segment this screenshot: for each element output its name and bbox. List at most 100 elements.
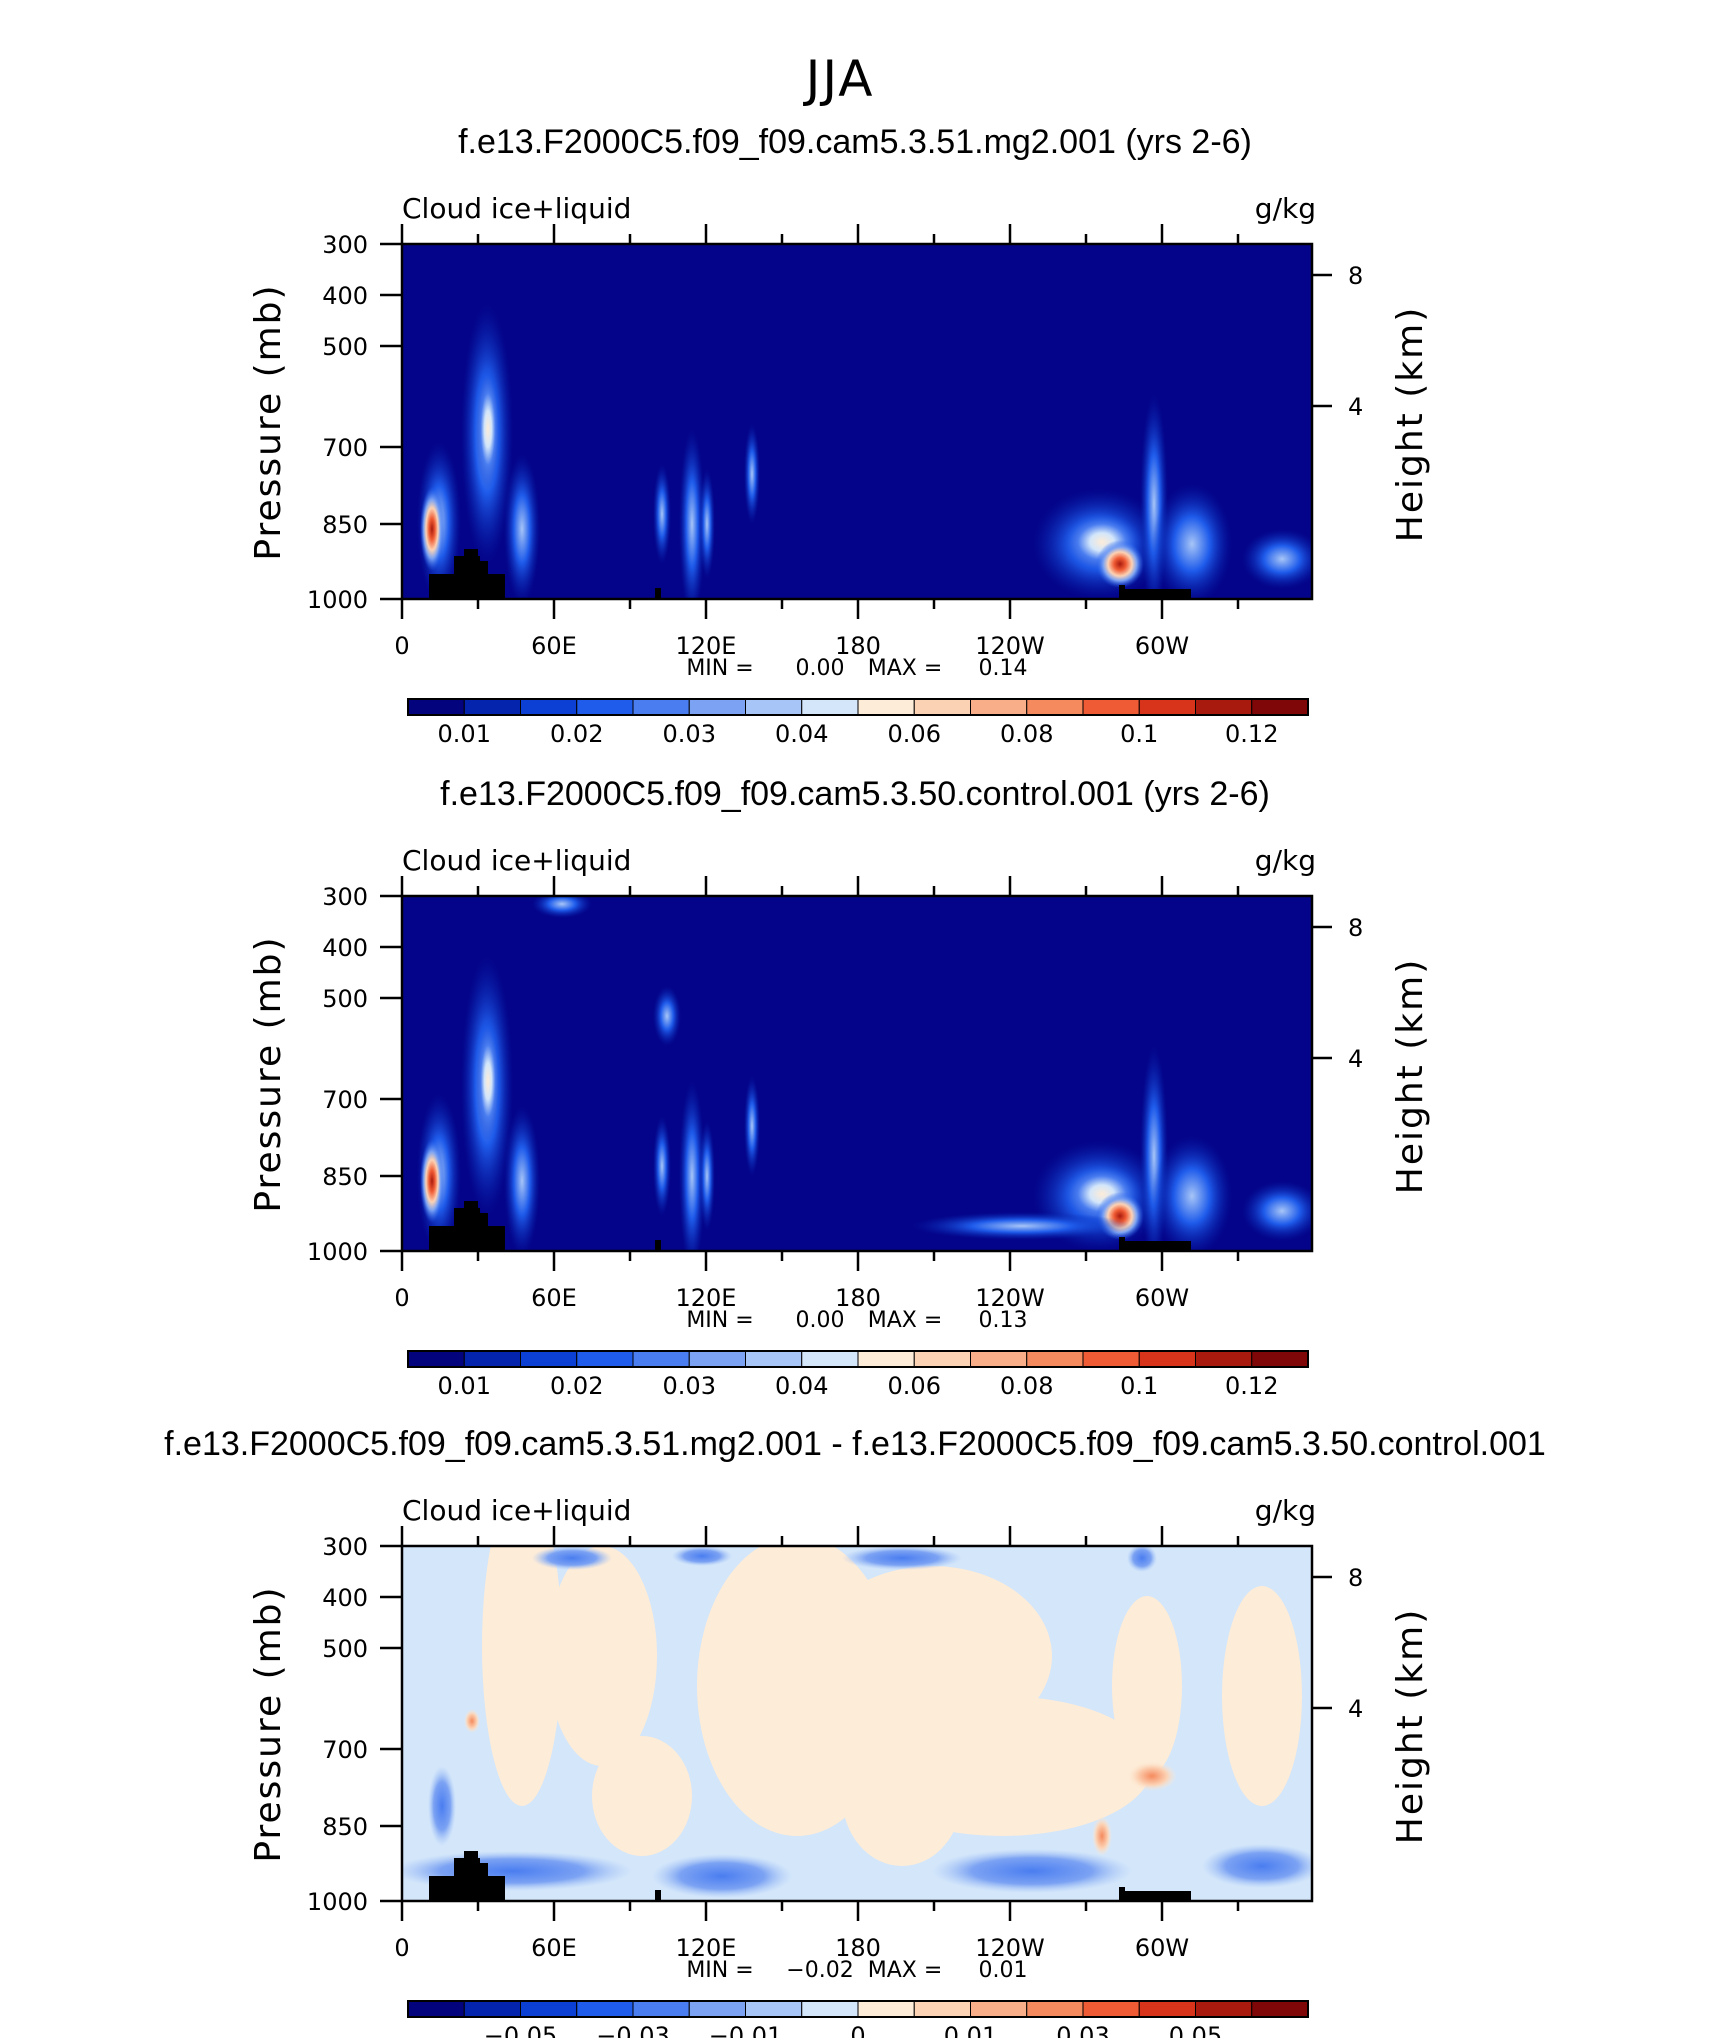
min-value: 0.00 (796, 1308, 845, 1333)
colorbar-swatch (688, 1350, 746, 1368)
x-tick-label: 60E (531, 1934, 577, 1962)
colorbar-swatch (745, 1350, 803, 1368)
colorbar-label: 0.01 (438, 720, 491, 748)
contour-field (402, 244, 1312, 599)
contour-field (402, 896, 1312, 1251)
topography (655, 588, 661, 599)
colorbar-swatch (913, 2000, 971, 2018)
max-value: 0.01 (979, 1958, 1028, 1983)
colorbar-swatch (801, 698, 859, 716)
contour-blob (1096, 540, 1144, 588)
colorbar-swatch (857, 1350, 915, 1368)
y-tick-label: 700 (322, 434, 368, 462)
max-label: MAX = (868, 1958, 943, 1983)
colorbar-swatch (576, 2000, 634, 2018)
y-tick-label: 300 (322, 231, 368, 259)
contour-blob (420, 487, 444, 571)
y-tick-label: 400 (322, 1584, 368, 1612)
colorbar-label: 0.04 (775, 720, 828, 748)
contour-blob (504, 454, 540, 599)
colorbar-label: 0.1 (1120, 720, 1158, 748)
colorbar-swatch (632, 1350, 690, 1368)
colorbar-frame (407, 1350, 1309, 1368)
positive-region (592, 1736, 692, 1856)
colorbar-label: 0.03 (663, 720, 716, 748)
topography (478, 1213, 488, 1251)
colorbar-swatch (970, 1350, 1028, 1368)
panel-3: f.e13.F2000C5.f09_f09.cam5.3.51.mg2.001 … (164, 1425, 1546, 2038)
colorbar-label: 0.04 (775, 1372, 828, 1400)
positive-region (482, 1546, 562, 1806)
colorbar-label: 0.05 (1169, 2022, 1222, 2038)
topography (454, 556, 480, 599)
contour-blob (420, 1139, 444, 1223)
max-value: 0.13 (979, 1308, 1028, 1333)
colorbar-swatch (1195, 1350, 1253, 1368)
y-tick-label: 500 (322, 985, 368, 1013)
colorbar-swatch (1195, 2000, 1253, 2018)
panel-1: f.e13.F2000C5.f09_f09.cam5.3.51.mg2.001 … (248, 123, 1431, 748)
topography (1119, 1241, 1191, 1251)
panel-title: f.e13.F2000C5.f09_f09.cam5.3.50.control.… (440, 775, 1270, 813)
topography (655, 1240, 661, 1251)
colorbar-swatch (1195, 698, 1253, 716)
x-tick-label: 0 (394, 632, 409, 660)
colorbar-swatch (1251, 1350, 1309, 1368)
x-tick-label: 180 (835, 1934, 881, 1962)
colorbar-swatch (913, 698, 971, 716)
y-axis-label-right: Height (km) (1390, 1608, 1431, 1844)
colorbar-swatch (463, 1350, 521, 1368)
colorbar-label: 0.03 (1056, 2022, 1109, 2038)
y-tick-label: 1000 (307, 1888, 368, 1916)
positive-region (547, 1546, 657, 1766)
colorbar-label: 0.12 (1225, 1372, 1278, 1400)
negative-region (672, 1546, 732, 1566)
colorbar-label: 0.06 (888, 720, 941, 748)
colorbar-label: −0.01 (709, 2022, 783, 2038)
x-tick-label: 60W (1135, 1934, 1189, 1962)
negative-region (1127, 1546, 1157, 1572)
y-axis-label: Pressure (mb) (248, 283, 289, 560)
colorbar-swatch (745, 698, 803, 716)
topography (454, 1208, 480, 1251)
panel-2: f.e13.F2000C5.f09_f09.cam5.3.50.control.… (248, 775, 1431, 1400)
y-tick-label: 500 (322, 1635, 368, 1663)
x-tick-label: 60W (1135, 1284, 1189, 1312)
y-tick-label: 850 (322, 1163, 368, 1191)
colorbar-swatch (632, 698, 690, 716)
x-tick-label: 120W (975, 1284, 1045, 1312)
y-tick-label: 1000 (307, 1238, 368, 1266)
contour-blob (1152, 484, 1232, 599)
topography (1119, 589, 1191, 599)
colorbar-label: −0.03 (596, 2022, 670, 2038)
colorbar-swatch (463, 698, 521, 716)
colorbar-swatch (520, 1350, 578, 1368)
x-tick-label: 60E (531, 632, 577, 660)
height-tick-label: 8 (1348, 914, 1363, 942)
x-tick-label: 0 (394, 1934, 409, 1962)
negative-region (932, 1849, 1132, 1893)
y-tick-label: 700 (322, 1736, 368, 1764)
x-tick-label: 120W (975, 632, 1045, 660)
max-value: 0.14 (979, 656, 1028, 681)
y-tick-label: 700 (322, 1086, 368, 1114)
colorbar-swatch (1251, 2000, 1309, 2018)
colorbar-swatch (857, 2000, 915, 2018)
x-tick-label: 180 (835, 1284, 881, 1312)
colorbar-swatch (407, 698, 465, 716)
y-axis-label: Pressure (mb) (248, 1585, 289, 1862)
y-axis-label: Pressure (mb) (248, 935, 289, 1212)
x-tick-label: 60W (1135, 632, 1189, 660)
colorbar-swatch (801, 1350, 859, 1368)
positive-region (1092, 1816, 1112, 1856)
y-tick-label: 500 (322, 333, 368, 361)
colorbar-swatch (407, 1350, 465, 1368)
x-tick-label: 120E (676, 1934, 737, 1962)
contour-blob (699, 1121, 715, 1231)
y-tick-label: 400 (322, 282, 368, 310)
colorbar-label: 0.02 (550, 720, 603, 748)
height-tick-label: 8 (1348, 262, 1363, 290)
colorbar-label: −0.05 (484, 2022, 558, 2038)
contour-blob (744, 424, 760, 524)
